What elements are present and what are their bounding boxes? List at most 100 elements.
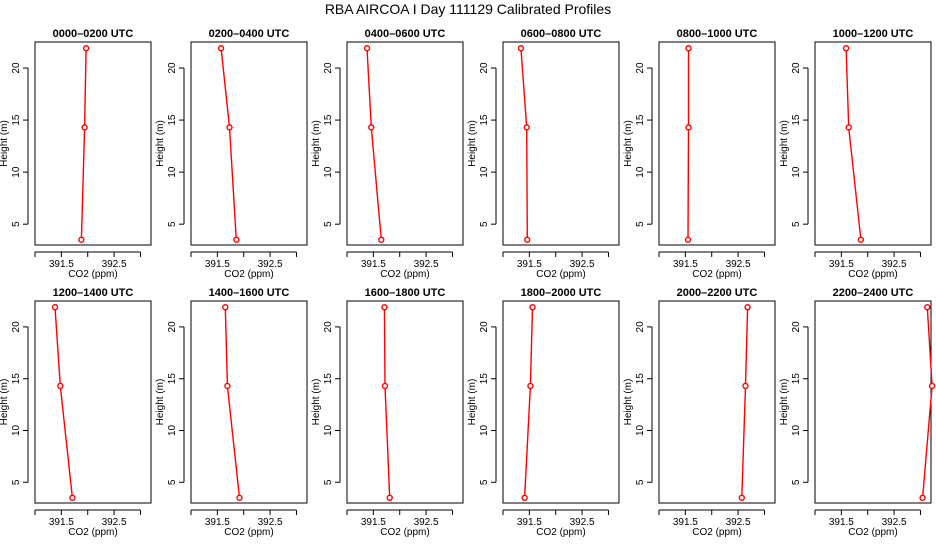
y-tick-label: 10 <box>11 424 22 436</box>
data-point <box>685 124 692 131</box>
data-point <box>69 494 76 502</box>
data-point <box>517 45 525 52</box>
panel-title: 0800–1000 UTC <box>677 28 758 40</box>
data-point <box>842 45 850 52</box>
y-tick-label: 5 <box>635 221 646 227</box>
x-axis-label: CO2 (ppm) <box>848 527 897 538</box>
y-tick-label: 20 <box>323 62 334 74</box>
y-tick-label: 15 <box>479 114 490 126</box>
y-tick-label: 10 <box>791 166 802 178</box>
profile-line <box>687 48 690 240</box>
profile-line <box>220 48 237 240</box>
x-tick-label: 391.5 <box>361 259 386 270</box>
x-axis-label: CO2 (ppm) <box>536 527 585 538</box>
data-point <box>224 382 231 390</box>
y-axis-label: Height (m) <box>311 379 322 426</box>
profile-line <box>54 307 74 498</box>
panel-title: 1200–1400 UTC <box>53 287 134 299</box>
data-point <box>57 382 64 390</box>
x-tick-label: 391.5 <box>517 259 542 270</box>
y-tick-label: 15 <box>479 373 490 385</box>
profile-line <box>741 307 749 498</box>
y-tick-label: 10 <box>167 166 178 178</box>
data-point <box>78 236 85 243</box>
plot-frame <box>502 300 620 504</box>
plot-frame <box>814 300 932 504</box>
x-tick-label: 391.5 <box>673 259 698 270</box>
y-tick-label: 15 <box>635 373 646 385</box>
x-tick-label: 391.5 <box>205 259 230 270</box>
data-point <box>857 236 865 243</box>
y-tick-label: 10 <box>635 424 646 436</box>
panel-title: 1000–1200 UTC <box>833 28 914 40</box>
data-point <box>742 382 749 390</box>
profile-line <box>523 307 534 498</box>
x-tick-label: 392.5 <box>414 517 439 528</box>
panel-title: 0000–0200 UTC <box>53 28 134 40</box>
y-tick-label: 20 <box>323 321 334 333</box>
x-axis-label: CO2 (ppm) <box>848 269 897 280</box>
profile-line <box>224 307 241 498</box>
y-tick-label: 5 <box>11 221 22 227</box>
y-tick-label: 5 <box>479 479 490 485</box>
y-axis-label: Height (m) <box>779 379 790 426</box>
y-tick-label: 15 <box>323 114 334 126</box>
y-tick-label: 20 <box>635 321 646 333</box>
x-tick-label: 392.5 <box>414 259 439 270</box>
plot-frame <box>346 300 464 504</box>
y-tick-label: 10 <box>479 166 490 178</box>
plot-frame <box>190 300 308 504</box>
data-point <box>363 45 371 52</box>
panel-title: 1400–1600 UTC <box>209 287 290 299</box>
y-tick-label: 10 <box>11 166 22 178</box>
x-tick-label: 392.5 <box>882 259 907 270</box>
x-tick-label: 392.5 <box>726 517 751 528</box>
x-tick-label: 392.5 <box>570 517 595 528</box>
y-axis-label: Height (m) <box>155 120 166 167</box>
panel-title: 0600–0800 UTC <box>521 28 602 40</box>
y-tick-label: 5 <box>479 221 490 227</box>
data-point <box>529 304 536 311</box>
x-axis-label: CO2 (ppm) <box>692 527 741 538</box>
panel-title: 2200–2400 UTC <box>833 287 914 299</box>
data-point <box>82 45 90 52</box>
y-tick-label: 10 <box>167 424 178 436</box>
y-tick-label: 20 <box>11 321 22 333</box>
panel-title: 1600–1800 UTC <box>365 287 446 299</box>
x-tick-label: 392.5 <box>882 517 907 528</box>
plot-frame <box>346 41 464 246</box>
y-tick-label: 5 <box>791 221 802 227</box>
data-point <box>233 236 240 243</box>
y-tick-label: 5 <box>11 479 22 485</box>
y-axis-label: Height (m) <box>467 379 478 426</box>
data-point <box>381 382 389 390</box>
y-tick-label: 20 <box>479 62 490 74</box>
panel-title: 2000–2200 UTC <box>677 287 758 299</box>
data-point <box>685 45 692 52</box>
x-tick-label: 392.5 <box>258 259 283 270</box>
data-point <box>744 304 751 311</box>
panel-title: 0400–0600 UTC <box>365 28 446 40</box>
y-tick-label: 10 <box>791 424 802 436</box>
y-axis-label: Height (m) <box>779 120 790 167</box>
data-point <box>226 124 233 131</box>
x-axis-label: CO2 (ppm) <box>692 269 741 280</box>
y-tick-label: 20 <box>167 321 178 333</box>
data-point <box>381 304 388 311</box>
data-point <box>928 382 936 390</box>
plot-frame <box>502 41 620 246</box>
y-axis-label: Height (m) <box>467 120 478 167</box>
data-point <box>738 494 745 502</box>
panel-title: 0200–0400 UTC <box>209 28 290 40</box>
y-axis-label: Height (m) <box>155 379 166 426</box>
y-axis-label: Height (m) <box>623 120 634 167</box>
x-tick-label: 391.5 <box>205 517 230 528</box>
